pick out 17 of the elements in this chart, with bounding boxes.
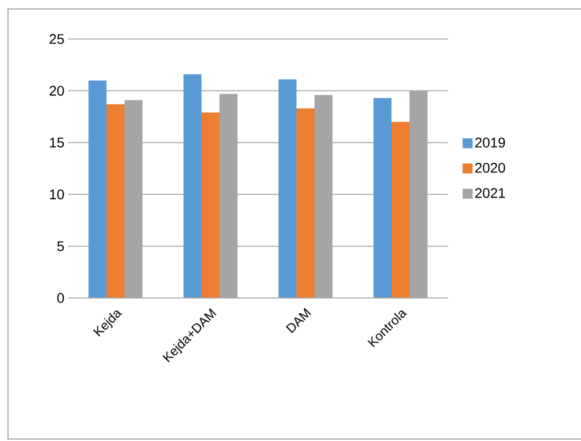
legend-label: 2021 — [475, 188, 505, 198]
bar — [88, 80, 106, 298]
y-tick-label: 5 — [57, 241, 64, 252]
bar — [106, 104, 124, 298]
bar — [202, 112, 220, 298]
bar — [296, 108, 314, 298]
y-tick-label: 15 — [50, 138, 64, 148]
legend-label: 2020 — [475, 162, 506, 173]
y-tick-label: 25 — [50, 34, 64, 44]
bar — [184, 74, 202, 298]
legend-label: 2019 — [475, 138, 505, 148]
y-tick-label: 10 — [50, 189, 64, 200]
y-tick-label: 20 — [50, 86, 64, 96]
y-tick-label: 0 — [57, 293, 64, 303]
bar — [374, 98, 392, 298]
bar — [278, 79, 296, 298]
bar — [392, 122, 410, 298]
